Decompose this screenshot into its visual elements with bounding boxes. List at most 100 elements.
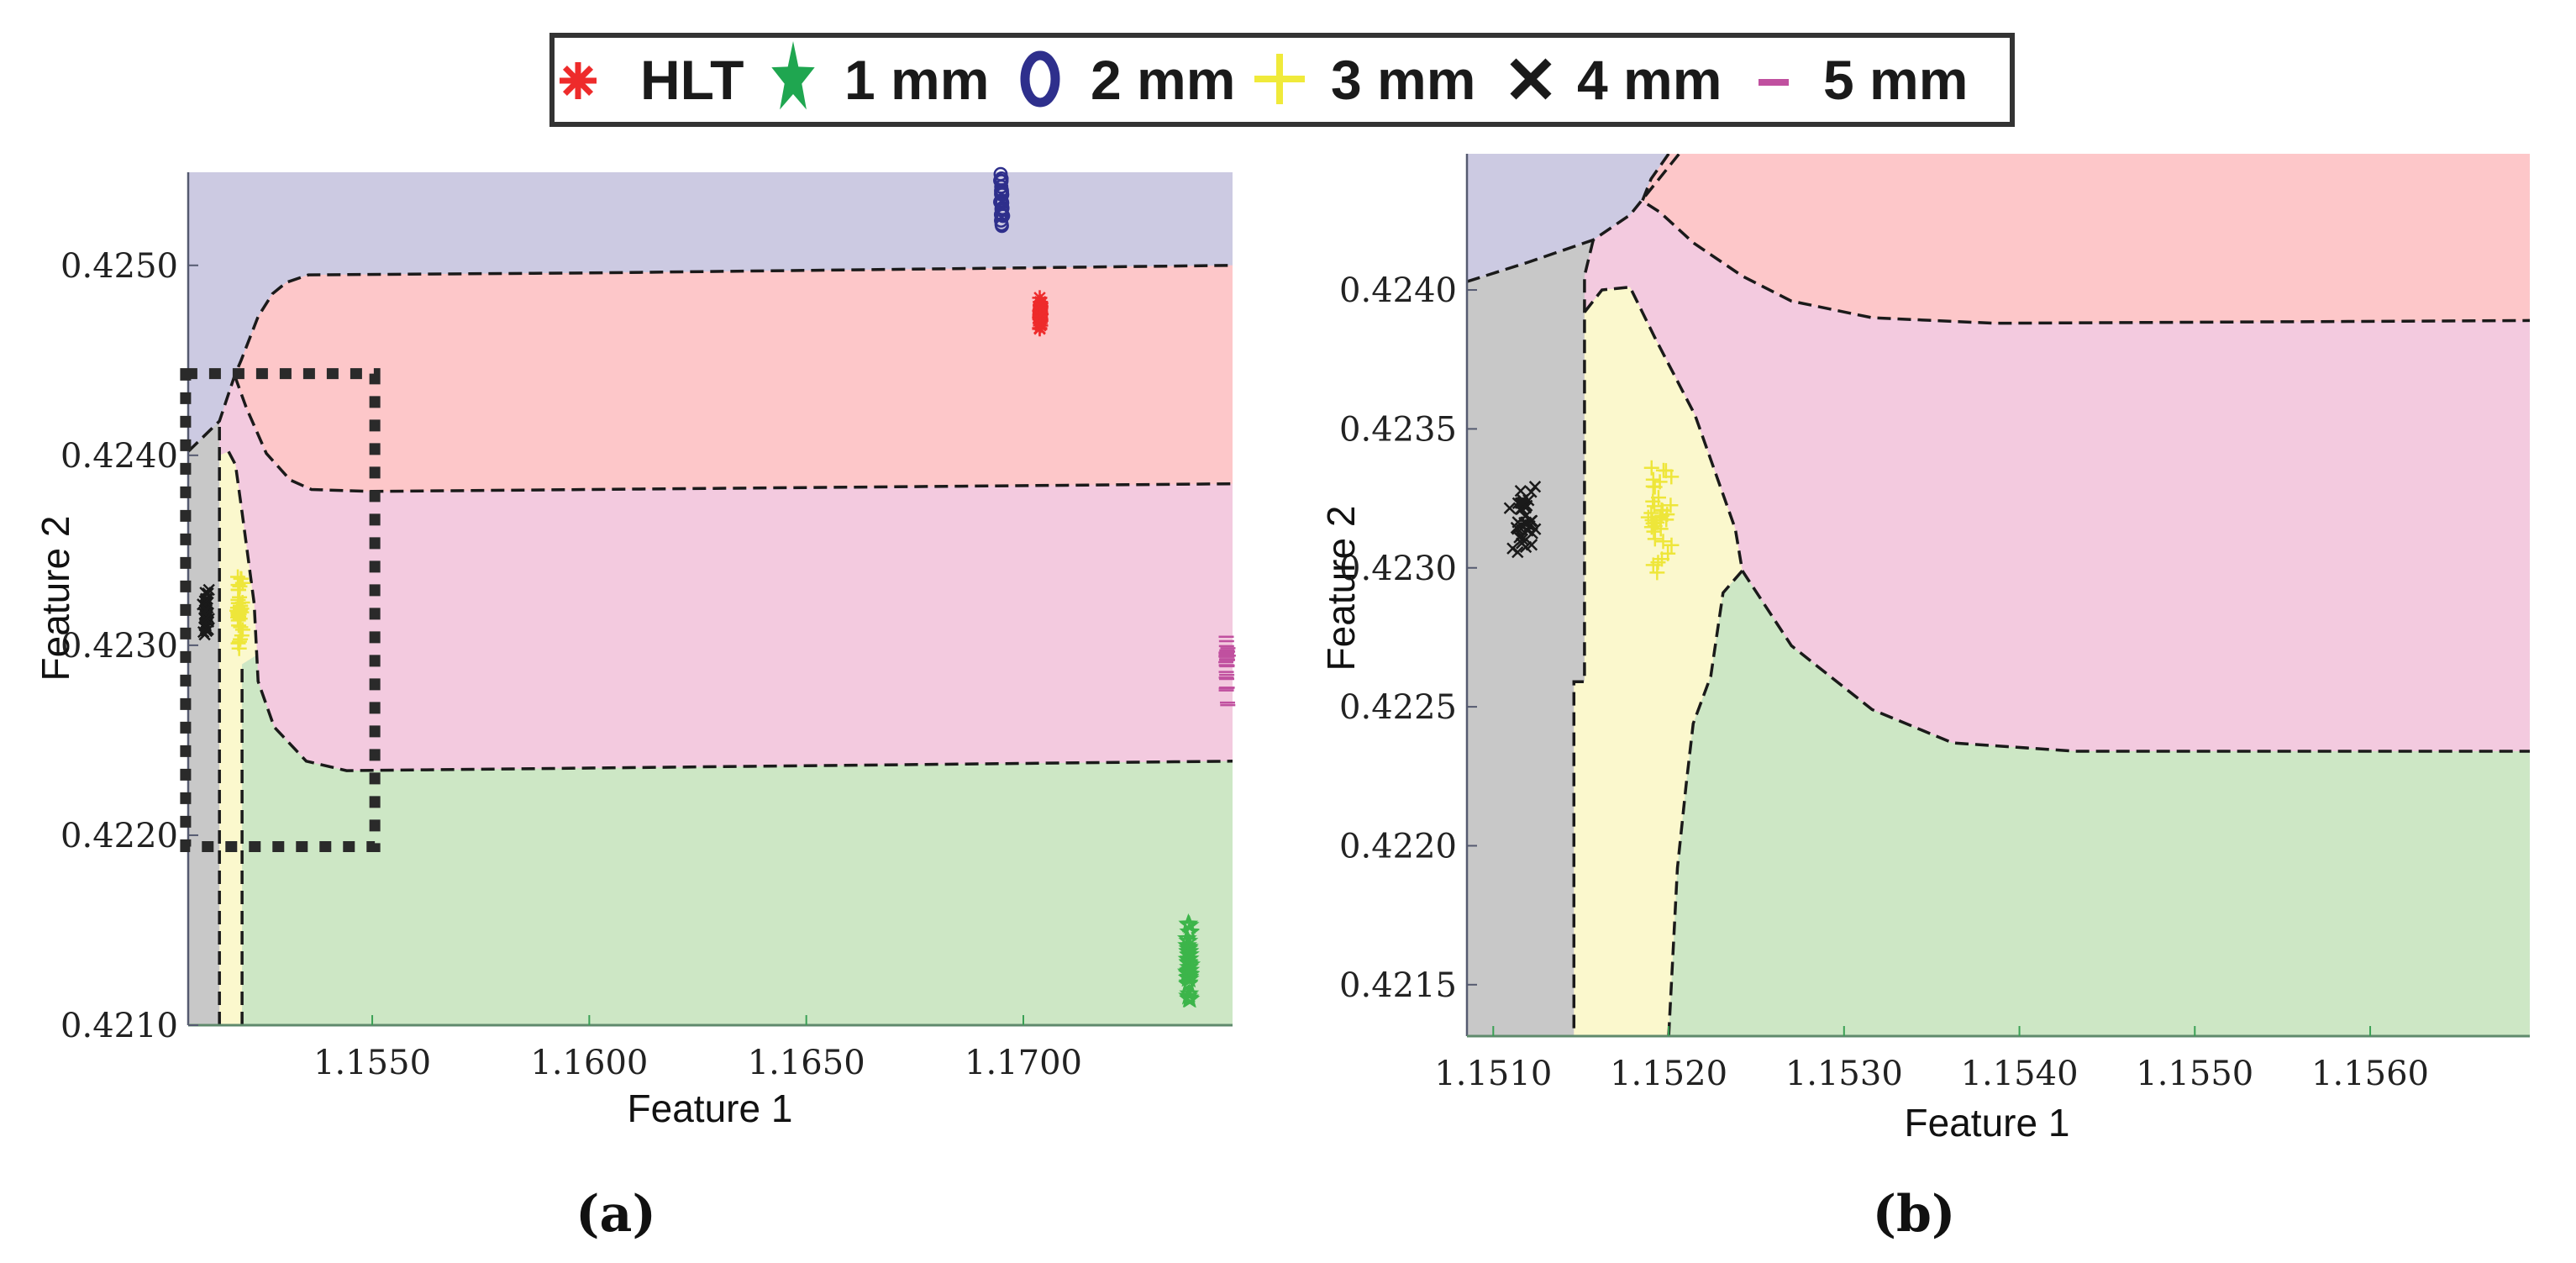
data-point-4mm: [1517, 497, 1529, 510]
x-stroke: [1514, 484, 1527, 497]
data-point-4mm: [1503, 502, 1517, 514]
region-1mm: [242, 655, 1233, 1025]
data-point-3mm: [234, 594, 250, 610]
legend-label-2mm: 2 mm: [1091, 49, 1235, 111]
data-point-4mm: [202, 623, 214, 636]
data-point-3mm: [1659, 512, 1674, 528]
panel-label-b: (b): [1873, 1185, 1956, 1244]
decision-boundary: [1640, 154, 2530, 325]
x-stroke: [1517, 497, 1529, 510]
x-stroke: [201, 610, 214, 624]
x-stroke: [202, 623, 214, 636]
decision-regions: [1467, 154, 2530, 1036]
data-point-1mm: [1178, 951, 1199, 971]
legend-label-3mm: 3 mm: [1331, 49, 1475, 111]
data-point-4mm: [1515, 537, 1528, 550]
x-stroke: [1525, 486, 1538, 498]
decision-boundary: [1667, 569, 1744, 1036]
star-icon: [771, 41, 815, 110]
region-1mm: [1669, 571, 2530, 1036]
data-point-3mm: [1655, 462, 1671, 478]
data-point-4mm: [1523, 519, 1536, 533]
data-point-2mm: [994, 171, 1009, 186]
decision-boundaries: [1467, 154, 2530, 1036]
data-point-1mm: [1179, 983, 1200, 1003]
panel-label-a: (a): [576, 1185, 656, 1244]
star-shape: [1180, 964, 1201, 984]
data-point-2mm: [994, 203, 1009, 218]
region-2mm: [188, 172, 1233, 452]
y-tick-label: 0.4225: [1339, 688, 1457, 727]
region-4mm: [1467, 239, 1594, 1036]
data-point-4mm: [1506, 542, 1519, 555]
scatter-points: [197, 166, 1236, 1008]
legend-marker-4mm: [1510, 58, 1552, 100]
data-point-3mm: [1646, 498, 1662, 514]
x-tick-label: 1.1700: [965, 1044, 1082, 1082]
x-tick-label: 1.1600: [530, 1044, 648, 1082]
decision-boundary: [1572, 239, 1596, 1036]
data-point-2mm: [996, 208, 1011, 224]
region-3mm: [219, 451, 258, 1025]
x-stroke: [1503, 502, 1517, 514]
y-tick-label: 0.4220: [60, 817, 178, 855]
asterisk-icon: [560, 62, 597, 99]
data-point-4mm: [1519, 510, 1532, 523]
region-2mm: [1467, 154, 1680, 282]
data-point-3mm: [1645, 557, 1661, 573]
star-shape: [1179, 983, 1200, 1003]
legend-marker-3mm: [1254, 54, 1305, 104]
asterisk-stroke: [562, 65, 594, 97]
data-point-1mm: [1180, 964, 1201, 984]
data-point-3mm: [234, 622, 250, 638]
data-point-3mm: [1654, 503, 1670, 518]
circle-shape: [995, 195, 1009, 209]
y-tick-label: 0.4215: [1339, 966, 1457, 1005]
x-tick-label: 1.1510: [1434, 1055, 1552, 1093]
decision-regions: [188, 172, 1233, 1025]
y-tick-label: 0.4210: [60, 1007, 178, 1045]
x-stroke: [1510, 58, 1552, 100]
x-stroke: [199, 598, 212, 612]
x-tick-label: 1.1530: [1785, 1055, 1903, 1093]
panel-a: 1.1550 1.1600 1.1650 1.1700 0.4210 0.4220 0.42…: [34, 166, 1236, 1244]
data-point-3mm: [230, 569, 246, 585]
zoom-region-box: [180, 368, 381, 853]
x-stroke: [1519, 510, 1532, 523]
circle-shape: [995, 186, 1009, 201]
legend-label-hlt: HLT: [640, 49, 744, 111]
zoom-box-rect: [180, 368, 381, 853]
x-stroke: [1526, 527, 1538, 539]
scatter-points: [1503, 460, 1680, 581]
plus-icon: [1254, 54, 1305, 104]
data-point-4mm: [1525, 539, 1538, 551]
y-tick-label: 0.4220: [1339, 827, 1457, 866]
x-stroke: [1523, 519, 1536, 533]
data-point-3mm: [1643, 460, 1659, 476]
data-point-3mm: [1654, 551, 1670, 567]
star-shape: [1179, 968, 1200, 988]
x-tick-label: 1.1550: [2136, 1055, 2253, 1093]
data-point-3mm: [231, 640, 247, 656]
y-tick-label: 0.4250: [60, 247, 178, 286]
data-point-2mm: [995, 195, 1009, 209]
data-point-3mm: [1663, 497, 1679, 513]
y-tick-label: 0.4240: [60, 437, 178, 476]
x-tick-label: 1.1550: [313, 1044, 431, 1082]
star-shape: [1179, 914, 1200, 934]
decision-boundary: [227, 450, 1233, 772]
data-point-3mm: [1649, 565, 1665, 581]
region-4mm: [188, 421, 220, 1025]
data-point-4mm: [1525, 486, 1538, 498]
x-stroke: [202, 587, 214, 600]
data-point-4mm: [201, 613, 213, 626]
star-shape: [1178, 951, 1199, 971]
data-point-4mm: [201, 610, 214, 624]
star-shape: [1178, 985, 1199, 1005]
data-point-3mm: [1655, 534, 1671, 550]
circle-shape: [996, 208, 1011, 224]
data-point-3mm: [233, 598, 249, 614]
x-axis-label: Feature 1: [628, 1087, 793, 1130]
x-stroke: [199, 595, 213, 608]
